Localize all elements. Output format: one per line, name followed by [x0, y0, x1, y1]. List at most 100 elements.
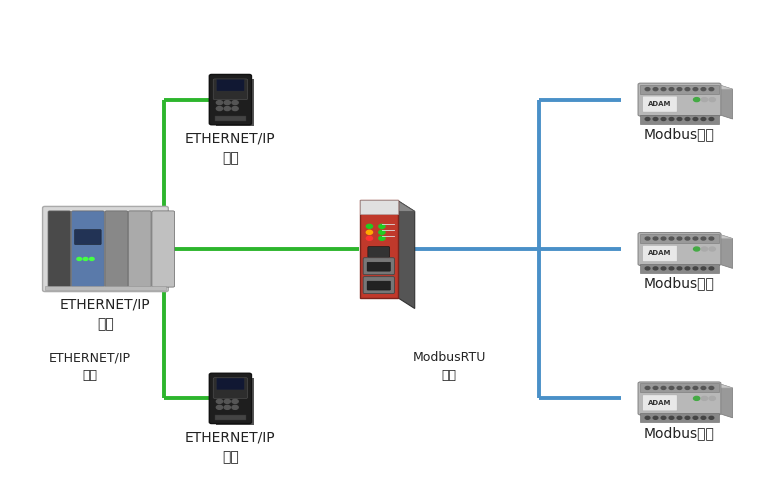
- Circle shape: [677, 267, 682, 270]
- Polygon shape: [398, 201, 415, 309]
- Circle shape: [669, 88, 674, 91]
- FancyBboxPatch shape: [216, 79, 254, 126]
- Bar: [640, 85, 719, 94]
- Circle shape: [693, 386, 697, 389]
- Polygon shape: [719, 85, 733, 119]
- Circle shape: [83, 257, 88, 260]
- Circle shape: [677, 88, 682, 91]
- Circle shape: [366, 237, 373, 241]
- Bar: [45, 286, 166, 290]
- Circle shape: [709, 396, 715, 400]
- Circle shape: [232, 107, 238, 111]
- Text: ADAM: ADAM: [648, 101, 672, 107]
- Circle shape: [693, 118, 697, 121]
- Circle shape: [709, 237, 714, 240]
- Bar: [640, 115, 719, 124]
- Circle shape: [662, 267, 666, 270]
- Circle shape: [653, 118, 658, 121]
- Circle shape: [709, 118, 714, 121]
- Circle shape: [694, 247, 700, 251]
- Circle shape: [685, 88, 690, 91]
- Polygon shape: [719, 234, 733, 268]
- Circle shape: [366, 231, 373, 235]
- Text: ETHERNET/IP
主站: ETHERNET/IP 主站: [60, 298, 151, 331]
- FancyBboxPatch shape: [638, 83, 721, 116]
- FancyBboxPatch shape: [213, 377, 248, 398]
- Circle shape: [224, 399, 230, 403]
- FancyBboxPatch shape: [209, 374, 251, 423]
- FancyBboxPatch shape: [367, 262, 390, 271]
- Circle shape: [216, 107, 223, 111]
- Circle shape: [224, 405, 230, 409]
- Text: ETHERNET/IP
从站: ETHERNET/IP 从站: [185, 132, 276, 165]
- Bar: [640, 264, 719, 273]
- Circle shape: [701, 98, 708, 102]
- Circle shape: [694, 396, 700, 400]
- Circle shape: [701, 247, 708, 251]
- Circle shape: [653, 88, 658, 91]
- Circle shape: [701, 416, 706, 419]
- Circle shape: [232, 101, 238, 105]
- Circle shape: [645, 88, 650, 91]
- Circle shape: [677, 237, 682, 240]
- Circle shape: [662, 416, 666, 419]
- FancyBboxPatch shape: [643, 96, 677, 112]
- FancyBboxPatch shape: [152, 211, 175, 287]
- FancyBboxPatch shape: [368, 247, 390, 257]
- Circle shape: [645, 416, 650, 419]
- Circle shape: [379, 231, 385, 235]
- Circle shape: [677, 118, 682, 121]
- FancyBboxPatch shape: [638, 233, 721, 265]
- FancyBboxPatch shape: [72, 211, 105, 287]
- Circle shape: [685, 416, 690, 419]
- Circle shape: [677, 416, 682, 419]
- Polygon shape: [719, 383, 733, 418]
- Circle shape: [77, 257, 82, 260]
- Circle shape: [709, 88, 714, 91]
- Text: ETHERNET/IP
总线: ETHERNET/IP 总线: [49, 351, 130, 382]
- Circle shape: [662, 386, 666, 389]
- Text: ETHERNET/IP
从站: ETHERNET/IP 从站: [185, 431, 276, 464]
- FancyBboxPatch shape: [48, 211, 71, 287]
- Bar: [215, 116, 246, 121]
- Circle shape: [701, 396, 708, 400]
- FancyBboxPatch shape: [128, 211, 152, 287]
- Circle shape: [693, 88, 697, 91]
- FancyBboxPatch shape: [216, 378, 244, 390]
- FancyBboxPatch shape: [42, 206, 169, 292]
- Circle shape: [685, 386, 690, 389]
- Circle shape: [709, 416, 714, 419]
- Text: ADAM: ADAM: [648, 250, 672, 256]
- Bar: [215, 415, 246, 420]
- Circle shape: [685, 237, 690, 240]
- Circle shape: [693, 237, 697, 240]
- Circle shape: [669, 118, 674, 121]
- Circle shape: [669, 237, 674, 240]
- Circle shape: [709, 98, 715, 102]
- Circle shape: [701, 88, 706, 91]
- Circle shape: [701, 118, 706, 121]
- FancyBboxPatch shape: [216, 79, 244, 91]
- Bar: [640, 413, 719, 422]
- Bar: [640, 234, 719, 243]
- FancyBboxPatch shape: [75, 230, 102, 245]
- Circle shape: [216, 405, 223, 409]
- Circle shape: [693, 416, 697, 419]
- FancyBboxPatch shape: [638, 382, 721, 415]
- Circle shape: [366, 224, 373, 229]
- FancyBboxPatch shape: [105, 211, 128, 287]
- Circle shape: [693, 267, 697, 270]
- Circle shape: [89, 257, 95, 260]
- FancyBboxPatch shape: [360, 201, 398, 297]
- FancyBboxPatch shape: [363, 277, 394, 294]
- Circle shape: [685, 118, 690, 121]
- Circle shape: [669, 386, 674, 389]
- Circle shape: [379, 224, 385, 229]
- Circle shape: [379, 237, 385, 241]
- FancyBboxPatch shape: [363, 258, 394, 275]
- Circle shape: [662, 118, 666, 121]
- Circle shape: [645, 386, 650, 389]
- Bar: [640, 383, 719, 392]
- Circle shape: [662, 237, 666, 240]
- Text: Modbus从站: Modbus从站: [644, 276, 715, 290]
